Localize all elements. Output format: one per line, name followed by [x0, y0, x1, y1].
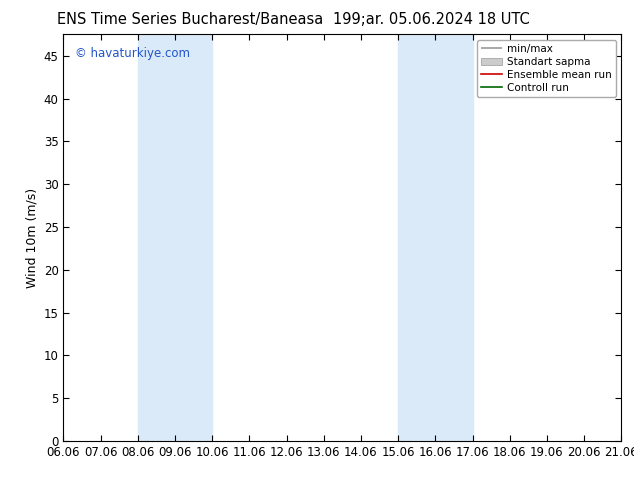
Y-axis label: Wind 10m (m/s): Wind 10m (m/s) — [25, 188, 38, 288]
Text: ENS Time Series Bucharest/Baneasa: ENS Time Series Bucharest/Baneasa — [57, 12, 323, 27]
Bar — [138, 34, 212, 441]
Text: © havaturkiye.com: © havaturkiye.com — [75, 47, 190, 59]
Bar — [398, 34, 472, 441]
Text: 199;ar. 05.06.2024 18 UTC: 199;ar. 05.06.2024 18 UTC — [333, 12, 529, 27]
Legend: min/max, Standart sapma, Ensemble mean run, Controll run: min/max, Standart sapma, Ensemble mean r… — [477, 40, 616, 97]
